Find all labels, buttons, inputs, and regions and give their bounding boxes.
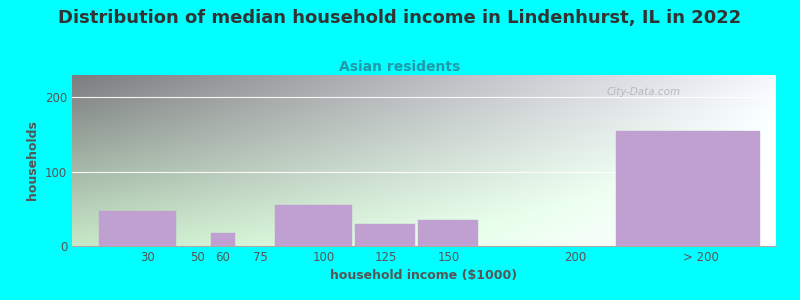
Text: City-Data.com: City-Data.com: [607, 87, 681, 97]
Bar: [210, 232, 235, 246]
Text: Asian residents: Asian residents: [339, 60, 461, 74]
Bar: [98, 211, 176, 246]
Y-axis label: households: households: [26, 121, 39, 200]
Bar: [274, 205, 352, 246]
Bar: [615, 131, 761, 246]
Bar: [418, 220, 478, 246]
Bar: [355, 224, 415, 246]
Text: Distribution of median household income in Lindenhurst, IL in 2022: Distribution of median household income …: [58, 9, 742, 27]
X-axis label: household income ($1000): household income ($1000): [330, 269, 518, 282]
